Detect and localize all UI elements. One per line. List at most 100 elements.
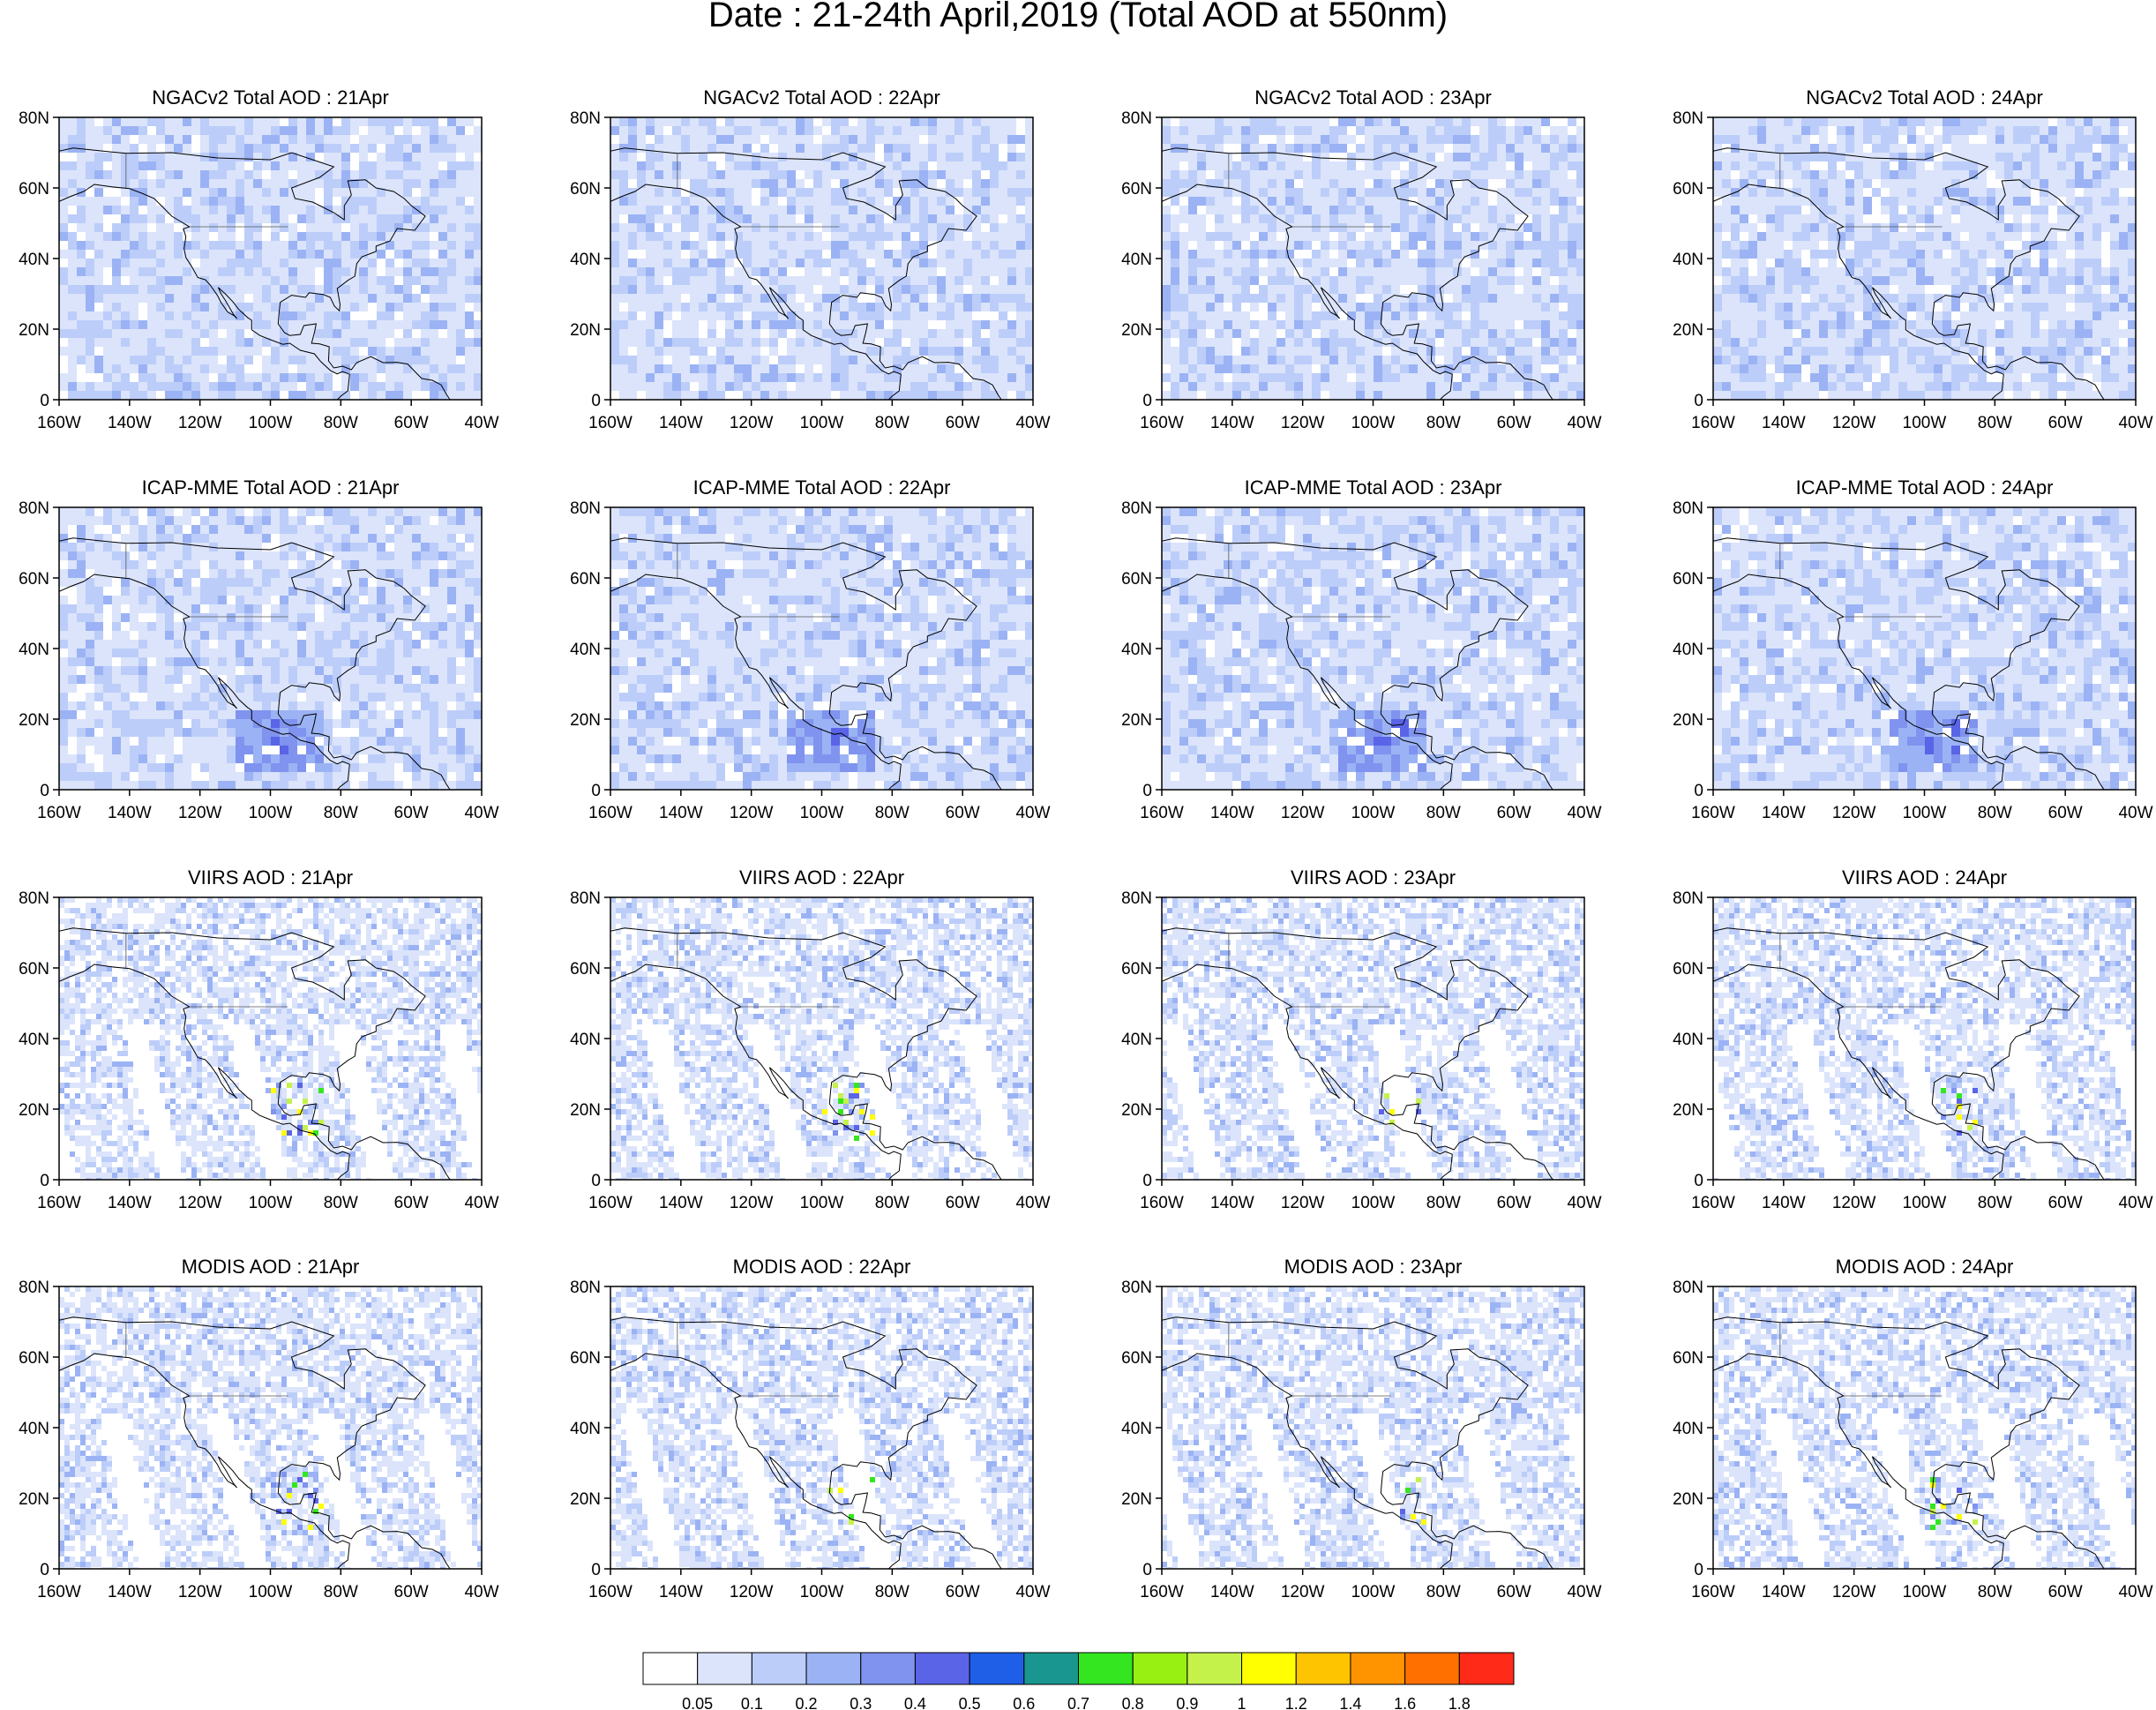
- aod-cell: [377, 329, 386, 338]
- aod-cell: [2040, 188, 2048, 197]
- aod-cell: [1532, 117, 1541, 126]
- aod-cell: [1276, 179, 1285, 188]
- aod-cell: [421, 179, 430, 188]
- aod-cell: [1444, 329, 1453, 338]
- aod-cell: [200, 188, 209, 197]
- aod-cell: [1801, 153, 1810, 161]
- aod-cell: [681, 391, 690, 400]
- aod-cell: [456, 214, 465, 223]
- aod-cell: [1541, 214, 1550, 223]
- aod-cell: [1347, 391, 1356, 400]
- aod-cell: [271, 126, 280, 135]
- aod-cell: [138, 276, 147, 285]
- aod-cell: [1506, 206, 1515, 214]
- aod-cell: [306, 364, 315, 373]
- aod-cell: [840, 373, 849, 382]
- aod-cell: [1347, 267, 1356, 276]
- aod-cell: [2022, 153, 2031, 161]
- aod-cell: [769, 117, 778, 126]
- aod-cell: [1007, 329, 1016, 338]
- aod-cell: [637, 373, 646, 382]
- aod-cell: [2057, 179, 2066, 188]
- aod-cell: [262, 179, 271, 188]
- aod-cell: [1488, 259, 1497, 267]
- aod-cell: [438, 259, 447, 267]
- aod-cell: [734, 338, 743, 347]
- aod-cell: [1250, 382, 1259, 391]
- aod-cell: [778, 294, 787, 303]
- aod-cell: [183, 179, 191, 188]
- aod-cell: [796, 223, 805, 232]
- aod-cell: [1453, 214, 1462, 223]
- aod-cell: [191, 338, 200, 347]
- aod-cell: [619, 320, 628, 329]
- aod-cell: [324, 320, 333, 329]
- aod-cell: [1188, 197, 1197, 206]
- aod-cell: [1268, 153, 1276, 161]
- aod-cell: [663, 197, 672, 206]
- aod-cell: [628, 382, 637, 391]
- aod-cell: [963, 126, 972, 135]
- aod-cell: [2057, 241, 2066, 250]
- aod-cell: [271, 232, 280, 241]
- aod-cell: [1722, 206, 1731, 214]
- aod-cell: [1497, 347, 1506, 356]
- aod-cell: [1025, 153, 1033, 161]
- aod-cell: [999, 170, 1007, 179]
- aod-cell: [1382, 135, 1391, 144]
- aod-cell: [1162, 117, 1171, 126]
- aod-cell: [244, 144, 253, 153]
- aod-cell: [1523, 373, 1532, 382]
- aod-cell: [306, 135, 315, 144]
- aod-cell: [884, 311, 893, 320]
- aod-cell: [1418, 170, 1426, 179]
- aod-cell: [1285, 179, 1294, 188]
- aod-cell: [1347, 356, 1356, 364]
- aod-cell: [191, 285, 200, 294]
- aod-cell: [1294, 144, 1303, 153]
- aod-cell: [1206, 391, 1215, 400]
- aod-cell: [1276, 373, 1285, 382]
- aod-cell: [2004, 206, 2013, 214]
- aod-cell: [1969, 188, 1978, 197]
- aod-cell: [1285, 144, 1294, 153]
- aod-cell: [1285, 338, 1294, 347]
- aod-cell: [1828, 144, 1837, 153]
- aod-cell: [1250, 117, 1259, 126]
- aod-cell: [1766, 117, 1775, 126]
- aod-cell: [928, 373, 937, 382]
- aod-cell: [1268, 170, 1276, 179]
- aod-cell: [1224, 276, 1232, 285]
- aod-cell: [2022, 170, 2031, 179]
- aod-cell: [183, 214, 191, 223]
- aod-cell: [999, 311, 1007, 320]
- aod-cell: [646, 250, 655, 259]
- aod-cell: [1007, 206, 1016, 214]
- aod-cell: [1188, 250, 1197, 259]
- aod-cell: [147, 214, 156, 223]
- aod-cell: [1819, 206, 1828, 214]
- aod-cell: [112, 373, 121, 382]
- aod-cell: [707, 197, 716, 206]
- aod-cell: [2084, 241, 2092, 250]
- aod-cell: [1576, 135, 1584, 144]
- aod-cell: [421, 170, 430, 179]
- aod-cell: [840, 135, 849, 144]
- aod-cell: [403, 338, 412, 347]
- aod-cell: [271, 373, 280, 382]
- aod-cell: [1268, 276, 1276, 285]
- aod-cell: [218, 232, 227, 241]
- aod-cell: [59, 373, 68, 382]
- aod-cell: [1523, 188, 1532, 197]
- aod-cell: [999, 188, 1007, 197]
- aod-cell: [681, 338, 690, 347]
- aod-cell: [465, 364, 474, 373]
- aod-cell: [1444, 241, 1453, 250]
- aod-cell: [324, 232, 333, 241]
- aod-cell: [1462, 126, 1471, 135]
- aod-cell: [138, 391, 147, 400]
- aod-cell: [1943, 126, 1951, 135]
- aod-cell: [1162, 170, 1171, 179]
- aod-cell: [121, 382, 130, 391]
- aod-cell: [672, 135, 681, 144]
